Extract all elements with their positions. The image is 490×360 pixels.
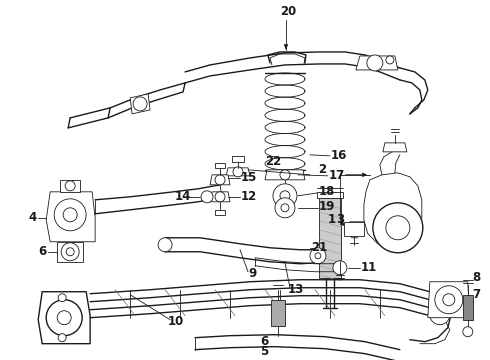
- Text: 8: 8: [472, 271, 480, 284]
- Polygon shape: [38, 292, 90, 344]
- Text: 3: 3: [336, 213, 344, 226]
- Polygon shape: [271, 300, 285, 326]
- Text: 4: 4: [28, 211, 36, 224]
- Circle shape: [57, 311, 71, 325]
- Circle shape: [386, 56, 394, 64]
- Text: 20: 20: [280, 5, 296, 18]
- Circle shape: [373, 203, 423, 253]
- Polygon shape: [210, 192, 230, 202]
- Circle shape: [46, 300, 82, 336]
- Circle shape: [386, 216, 410, 240]
- Text: 19: 19: [319, 200, 335, 213]
- Polygon shape: [317, 192, 343, 198]
- Circle shape: [463, 327, 473, 337]
- Circle shape: [310, 248, 326, 264]
- Circle shape: [281, 204, 289, 212]
- Text: 15: 15: [241, 171, 257, 184]
- Text: 18: 18: [319, 185, 335, 198]
- Circle shape: [333, 261, 347, 275]
- Circle shape: [215, 175, 225, 185]
- Text: 5: 5: [260, 345, 268, 358]
- Circle shape: [61, 243, 79, 261]
- Text: 22: 22: [265, 156, 281, 168]
- Text: 6: 6: [260, 335, 268, 348]
- Text: 1: 1: [328, 213, 336, 226]
- Circle shape: [275, 198, 295, 218]
- Circle shape: [201, 191, 213, 203]
- Text: 10: 10: [168, 315, 184, 328]
- Text: 16: 16: [331, 149, 347, 162]
- Polygon shape: [215, 210, 225, 215]
- Circle shape: [315, 253, 321, 259]
- Text: 2: 2: [318, 163, 326, 176]
- Polygon shape: [57, 242, 83, 262]
- Circle shape: [273, 184, 297, 208]
- Circle shape: [58, 334, 66, 342]
- Polygon shape: [215, 163, 225, 168]
- Text: 7: 7: [472, 288, 480, 301]
- Circle shape: [430, 305, 450, 325]
- Circle shape: [367, 55, 383, 71]
- Text: 14: 14: [175, 190, 192, 203]
- Circle shape: [435, 286, 463, 314]
- Text: 9: 9: [248, 267, 256, 280]
- Polygon shape: [364, 173, 422, 246]
- Circle shape: [233, 167, 243, 177]
- Circle shape: [158, 238, 172, 252]
- Circle shape: [280, 191, 290, 201]
- Polygon shape: [383, 143, 407, 152]
- Circle shape: [443, 294, 455, 306]
- Circle shape: [280, 170, 290, 180]
- Polygon shape: [428, 282, 470, 318]
- Polygon shape: [232, 156, 244, 162]
- Text: 12: 12: [241, 190, 257, 203]
- Polygon shape: [463, 295, 473, 320]
- Polygon shape: [130, 94, 150, 114]
- Text: 13: 13: [288, 283, 304, 296]
- Text: 11: 11: [361, 261, 377, 274]
- Polygon shape: [265, 170, 305, 180]
- Polygon shape: [60, 180, 80, 192]
- Circle shape: [58, 294, 66, 302]
- Polygon shape: [356, 56, 398, 70]
- Circle shape: [66, 248, 74, 256]
- Polygon shape: [226, 168, 250, 176]
- Circle shape: [54, 199, 86, 231]
- Text: 6: 6: [38, 245, 47, 258]
- Circle shape: [63, 208, 77, 222]
- Polygon shape: [210, 175, 230, 185]
- Text: 21: 21: [311, 241, 327, 254]
- Polygon shape: [344, 222, 364, 236]
- Polygon shape: [46, 192, 95, 242]
- Circle shape: [133, 97, 147, 111]
- Circle shape: [65, 181, 75, 191]
- Text: 17: 17: [329, 169, 345, 182]
- Polygon shape: [319, 198, 341, 278]
- Circle shape: [215, 192, 225, 202]
